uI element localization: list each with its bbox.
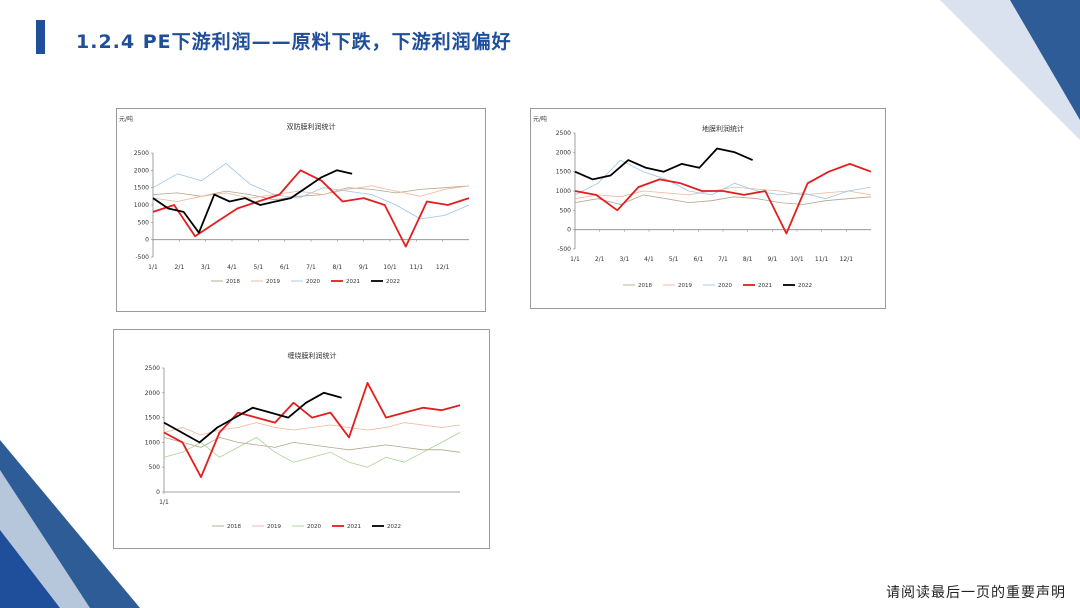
x-tick-label: 7/1 xyxy=(718,256,728,263)
chart-panel-wrap-film: 缠绕膜利润统计 2500 2000 1500 1000 500 0 1/1 2018 2019 20… xyxy=(113,329,490,549)
y-tick-label: 1000 xyxy=(556,188,571,195)
x-tick-label: 7/1 xyxy=(306,264,316,271)
y-tick-label: 500 xyxy=(560,207,572,214)
title-accent-bar xyxy=(36,20,45,54)
series-line-2022 xyxy=(574,147,753,181)
page-title: 1.2.4 PE下游利润——原料下跌，下游利润偏好 xyxy=(76,31,512,53)
x-tick-label: 8/1 xyxy=(333,264,343,271)
y-axis-label: 元/吨 xyxy=(119,115,133,123)
chart-title: 双防膜利润统计 xyxy=(287,122,336,131)
legend-label-2018: 2018 xyxy=(638,283,652,289)
series-line-2019 xyxy=(152,185,470,202)
y-tick-label: 1000 xyxy=(134,202,149,209)
legend-label-2021: 2021 xyxy=(347,524,361,530)
chart-mulch-film-svg: 地膜利润统计 元/吨 2500 2000 1500 1000 500 0 -500 1/1 2/1 3… xyxy=(533,115,872,289)
series-line-2018 xyxy=(163,437,461,453)
series-line-2019 xyxy=(163,422,461,436)
legend-label-2022: 2022 xyxy=(798,283,812,289)
x-tick-label: 9/1 xyxy=(359,264,369,271)
x-tick-label: 12/1 xyxy=(436,264,450,271)
y-tick-label: 500 xyxy=(138,219,150,226)
x-tick-label: 10/1 xyxy=(790,256,804,263)
y-tick-label: -500 xyxy=(557,246,571,253)
legend-label-2022: 2022 xyxy=(387,524,401,530)
x-tick-label: 9/1 xyxy=(768,256,778,263)
x-tick-label: 2/1 xyxy=(175,264,185,271)
y-tick-label: 2500 xyxy=(145,365,160,372)
x-tick-label: 10/1 xyxy=(383,264,397,271)
y-tick-label: 2000 xyxy=(134,167,149,174)
x-tick-label: 5/1 xyxy=(254,264,264,271)
chart-panel-double-film: 双防膜利润统计 元/吨 2500 2000 1500 1000 500 0 -500 1/1 2/1… xyxy=(116,108,486,312)
legend-label-2018: 2018 xyxy=(227,524,241,530)
legend-label-2020: 2020 xyxy=(307,524,321,530)
legend-label-2019: 2019 xyxy=(267,524,281,530)
y-tick-label: 1500 xyxy=(556,169,571,176)
chart-panel-mulch-film: 地膜利润统计 元/吨 2500 2000 1500 1000 500 0 -500 1/1 2/1 3… xyxy=(530,108,886,309)
x-tick-label: 5/1 xyxy=(669,256,679,263)
x-tick-label: 2/1 xyxy=(595,256,605,263)
y-tick-label: 2500 xyxy=(134,150,149,157)
chart-title: 缠绕膜利润统计 xyxy=(288,351,337,360)
chart-title: 地膜利润统计 xyxy=(702,124,744,133)
x-tick-label: 8/1 xyxy=(743,256,753,263)
y-tick-label: 2000 xyxy=(145,390,160,397)
chart-wrap-film-svg: 缠绕膜利润统计 2500 2000 1500 1000 500 0 1/1 2018 2019 20… xyxy=(145,351,461,530)
legend-label-2022: 2022 xyxy=(386,279,400,285)
x-tick-label: 4/1 xyxy=(644,256,654,263)
series-line-2020 xyxy=(574,159,872,200)
series-line-2020 xyxy=(152,163,470,220)
legend-label-2019: 2019 xyxy=(678,283,692,289)
series-line-2022 xyxy=(163,391,342,444)
x-tick-label: 12/1 xyxy=(840,256,854,263)
y-tick-label: 2000 xyxy=(556,149,571,156)
legend-label-2020: 2020 xyxy=(306,279,320,285)
legend-label-2018: 2018 xyxy=(226,279,240,285)
y-tick-label: 1500 xyxy=(134,185,149,192)
x-tick-label: 1/1 xyxy=(570,256,580,263)
legend-label-2021: 2021 xyxy=(346,279,360,285)
y-tick-label: 0 xyxy=(567,227,571,234)
y-tick-label: -500 xyxy=(135,254,149,261)
x-tick-label: 3/1 xyxy=(620,256,630,263)
series-line-2021 xyxy=(163,382,461,479)
x-tick-label: 6/1 xyxy=(694,256,704,263)
x-tick-label: 3/1 xyxy=(201,264,211,271)
y-tick-label: 0 xyxy=(145,237,149,244)
y-tick-label: 1500 xyxy=(145,415,160,422)
chart-double-film-svg: 双防膜利润统计 元/吨 2500 2000 1500 1000 500 0 -500 1/1 2/1… xyxy=(119,115,470,285)
series-line-2021 xyxy=(574,163,872,235)
y-tick-label: 500 xyxy=(149,464,161,471)
series-line-2021 xyxy=(152,169,470,248)
x-tick-label: 11/1 xyxy=(815,256,829,263)
y-tick-label: 0 xyxy=(156,489,160,496)
y-axis-label: 元/吨 xyxy=(533,115,547,123)
series-line-2020 xyxy=(163,432,461,468)
x-tick-label: 1/1 xyxy=(148,264,158,271)
y-tick-label: 2500 xyxy=(556,130,571,137)
y-tick-label: 1000 xyxy=(145,439,160,446)
x-tick-label: 4/1 xyxy=(227,264,237,271)
x-tick-label: 6/1 xyxy=(280,264,290,271)
series-line-2022 xyxy=(152,169,353,234)
legend-label-2019: 2019 xyxy=(266,279,280,285)
x-tick-label: 11/1 xyxy=(410,264,424,271)
legend-label-2020: 2020 xyxy=(718,283,732,289)
x-tick-label: 1/1 xyxy=(159,499,169,506)
legend-label-2021: 2021 xyxy=(758,283,772,289)
footer-disclaimer: 请阅读最后一页的重要声明 xyxy=(886,585,1066,601)
